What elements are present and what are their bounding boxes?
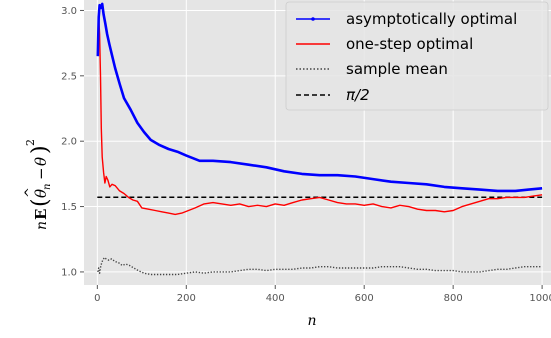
y-tick-label: 2.5 [61, 71, 77, 82]
x-axis-ticks: 0 200 400 600 800 1000 [94, 285, 551, 304]
series-line-one-step-optimal [97, 16, 543, 216]
legend-entry-pi-over-2: π/2 [296, 86, 370, 104]
y-tick-label: 1.5 [61, 202, 77, 213]
x-tick-label: 0 [94, 293, 100, 304]
legend-label-asymptotically-optimal: asymptotically optimal [346, 10, 517, 28]
legend-entry-asymptotically-optimal: asymptotically optimal [296, 10, 517, 28]
legend-entry-sample-mean: sample mean [296, 60, 448, 78]
legend: asymptotically optimal one-step optimal … [285, 1, 549, 111]
svg-text:E: E [32, 209, 50, 220]
x-tick-label: 800 [444, 293, 463, 304]
series-group [96, 2, 543, 276]
svg-text:n: n [34, 221, 50, 230]
legend-box [285, 1, 549, 111]
svg-text:): ) [28, 145, 53, 154]
legend-entry-one-step-optimal: one-step optimal [296, 35, 473, 53]
series-line-sample-mean [97, 256, 543, 276]
y-tick-label: 1.0 [61, 267, 77, 278]
svg-text:θ: θ [32, 157, 50, 166]
x-tick-label: 400 [266, 293, 285, 304]
svg-text:^: ^ [23, 187, 38, 198]
y-axis-ticks: 1.0 1.5 2.0 2.5 3.0 [61, 6, 84, 278]
x-axis-label: n [307, 313, 316, 329]
x-tick-label: 600 [355, 293, 374, 304]
y-tick-label: 3.0 [61, 6, 77, 17]
x-tick-label: 200 [177, 293, 196, 304]
svg-text:−: − [32, 167, 50, 180]
legend-label-sample-mean: sample mean [346, 60, 448, 78]
series-line-asymptotically-optimal [96, 2, 543, 193]
svg-text:(: ( [28, 198, 53, 207]
legend-label-pi-over-2: π/2 [346, 86, 370, 104]
x-tick-label: 1000 [529, 293, 551, 304]
svg-text:θ: θ [32, 189, 50, 198]
legend-label-one-step-optimal: one-step optimal [346, 35, 473, 53]
y-tick-label: 2.0 [61, 137, 77, 148]
svg-text:2: 2 [24, 139, 37, 146]
y-axis-label: n E ( θ ^ n − θ ) 2 [23, 139, 53, 230]
svg-text:n: n [42, 184, 53, 190]
